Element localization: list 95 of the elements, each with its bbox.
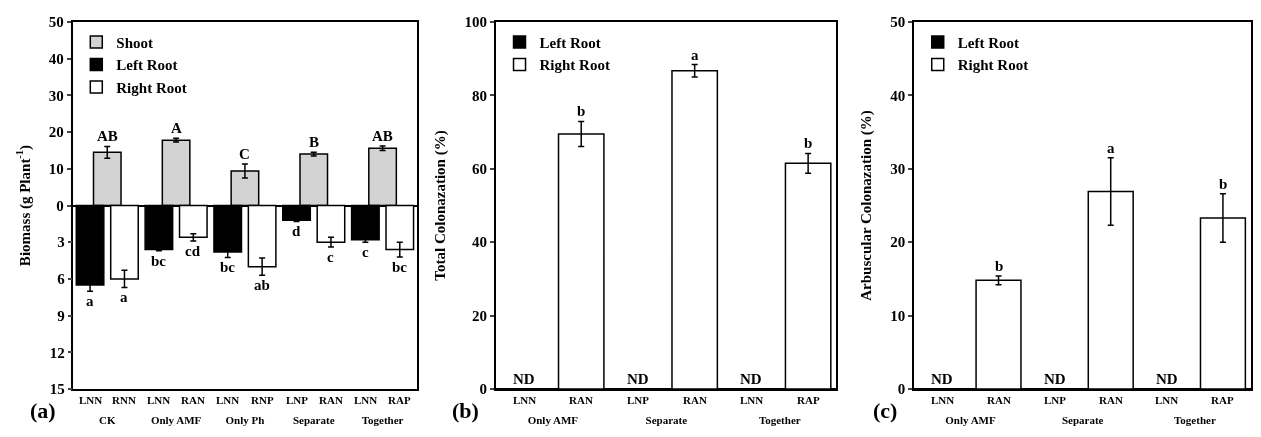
data-label: ab <box>254 277 270 293</box>
legend-label: Left Root <box>957 34 1019 51</box>
y-axis-title: Total Colonazation (%) <box>432 130 450 281</box>
y-tick-label: 20 <box>890 234 906 251</box>
data-label: a <box>691 47 699 63</box>
x-tick-label: Only AMF <box>527 414 579 427</box>
data-label: bc <box>151 253 167 269</box>
data-label: b <box>995 258 1004 274</box>
y-tick-label: 0 <box>479 381 488 398</box>
data-label: bc <box>220 259 236 275</box>
y-axis-title: Arbuscular Colonazation (%) <box>858 110 876 301</box>
text: RAN <box>181 394 205 406</box>
data-label: d <box>292 223 301 239</box>
data-label: b <box>1219 176 1228 192</box>
y2-tick-label: 9 <box>57 307 65 324</box>
text: (b) <box>452 398 479 423</box>
text: RNP <box>251 394 274 406</box>
text: ND <box>627 371 649 387</box>
y-tick-label: 80 <box>472 87 488 104</box>
data-label: a <box>120 289 128 305</box>
data-label: b <box>577 103 586 119</box>
x-tick-label: Only AMF <box>150 414 202 427</box>
data-label: AB <box>372 128 393 144</box>
y-tick-label: 0 <box>897 381 906 398</box>
text: RNN <box>112 394 136 406</box>
text: LNN <box>354 394 378 406</box>
data-label: A <box>171 120 182 136</box>
y2-tick-label: 12 <box>49 344 65 361</box>
text: LNP <box>286 394 309 406</box>
y-tick-label: 30 <box>890 161 906 178</box>
text: LNN <box>147 394 171 406</box>
text: RAP <box>797 394 820 406</box>
text: RAP <box>1211 394 1234 406</box>
y-tick-label: 100 <box>464 14 488 31</box>
text: LNN <box>79 394 103 406</box>
y-tick-label: 40 <box>48 50 64 67</box>
x-tick-label: Together <box>361 414 404 427</box>
text: LNN <box>513 394 537 406</box>
y-tick-label: 20 <box>472 307 488 324</box>
text: RAN <box>1099 394 1123 406</box>
y-tick-label: 0 <box>56 197 64 214</box>
text: RAN <box>987 394 1011 406</box>
x-tick-label: Separate <box>1061 414 1104 427</box>
data-label: a <box>1107 140 1115 156</box>
text: LNP <box>1044 394 1067 406</box>
text: RAN <box>319 394 343 406</box>
legend-label: Right Root <box>539 57 610 74</box>
text: ND <box>1156 371 1178 387</box>
data-label: cd <box>185 243 201 259</box>
y-tick-label: 10 <box>890 307 906 324</box>
text: LNN <box>216 394 240 406</box>
x-tick-label: Only Ph <box>225 414 265 427</box>
text: ND <box>740 371 762 387</box>
text: LNN <box>1155 394 1179 406</box>
x-tick-label: Separate <box>292 414 335 427</box>
x-tick-label: Separate <box>645 414 688 427</box>
y-tick-label: 40 <box>472 234 488 251</box>
text: RAP <box>388 394 411 406</box>
data-label: b <box>804 135 813 151</box>
text: (a) <box>30 398 56 423</box>
legend-label: Left Root <box>116 57 178 74</box>
y-tick-label: 50 <box>890 14 906 31</box>
y-tick-label: 30 <box>48 87 64 104</box>
data-label: bc <box>392 259 408 275</box>
data-label: c <box>327 249 334 265</box>
text: ND <box>513 371 535 387</box>
legend-label: Right Root <box>116 79 187 96</box>
text: RAN <box>569 394 593 406</box>
text: RAN <box>683 394 707 406</box>
data-label: B <box>309 134 320 150</box>
text: LNN <box>740 394 764 406</box>
data-label: AB <box>97 128 118 144</box>
x-tick-label: CK <box>99 414 116 427</box>
y2-tick-label: 3 <box>57 234 65 251</box>
text: LNP <box>627 394 650 406</box>
legend-label: Left Root <box>539 34 601 51</box>
y-tick-label: 20 <box>48 124 64 141</box>
legend-label: Right Root <box>957 57 1029 74</box>
text: (c) <box>873 398 898 423</box>
y-tick-label: 40 <box>890 87 906 104</box>
x-tick-label: Only AMF <box>945 414 996 427</box>
y-tick-label: 60 <box>472 161 488 178</box>
y-tick-label: 10 <box>48 161 64 178</box>
x-tick-label: Together <box>758 414 801 427</box>
text: LNN <box>931 394 955 406</box>
x-tick-label: Together <box>1174 414 1216 427</box>
data-label: c <box>362 244 369 260</box>
data-label: a <box>86 293 94 309</box>
y2-tick-label: 15 <box>49 381 65 398</box>
legend-label: Shoot <box>116 34 153 51</box>
text: ND <box>931 371 953 387</box>
y2-tick-label: 6 <box>57 271 66 288</box>
text: ND <box>1044 371 1066 387</box>
y-tick-label: 50 <box>48 14 64 31</box>
data-label: C <box>239 146 250 162</box>
